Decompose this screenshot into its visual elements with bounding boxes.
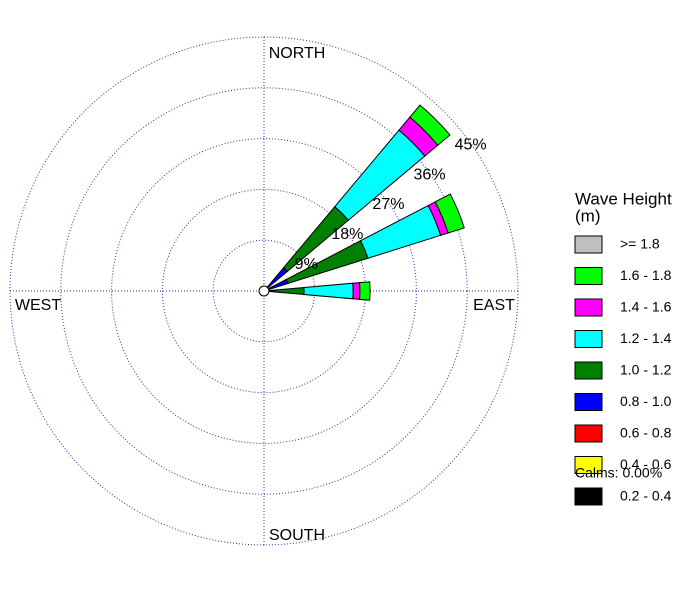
legend-label: 1.2 - 1.4 [620, 330, 672, 346]
legend-label: 0.2 - 0.4 [620, 488, 672, 504]
grid-ring [9, 36, 519, 546]
legend-swatch [574, 456, 603, 474]
center-circle [258, 285, 270, 297]
ring-label: 18% [331, 226, 363, 243]
petal-segment [303, 282, 354, 300]
ring-label: 9% [295, 256, 318, 273]
legend-swatch [574, 267, 603, 285]
legend-swatch [574, 235, 603, 254]
petal-segment [273, 286, 305, 296]
legend-label: 1.0 - 1.2 [620, 362, 672, 378]
legend-title: (m) [575, 206, 600, 225]
legend-swatch [574, 393, 603, 411]
compass-label: NORTH [269, 45, 326, 62]
ring-label: 45% [455, 136, 487, 153]
compass-label: EAST [473, 297, 515, 314]
petal-segment [434, 193, 465, 234]
compass-label: SOUTH [269, 527, 325, 544]
petal-segment [359, 204, 442, 259]
ring-label: 36% [414, 166, 446, 183]
grid-ring [60, 87, 468, 495]
petal-segment [359, 281, 371, 301]
legend-title: Wave Height [575, 189, 672, 208]
legend-swatch [574, 361, 603, 380]
calms-label: Calms: 0.00% [575, 465, 662, 481]
legend-label: 0.8 - 1.0 [620, 393, 672, 409]
compass-label: WEST [15, 297, 61, 314]
legend-label: 1.6 - 1.8 [620, 267, 672, 283]
legend-label: 0.4 - 0.6 [620, 456, 672, 472]
legend-label: 0.6 - 0.8 [620, 425, 672, 441]
legend-label: >= 1.8 [620, 236, 660, 252]
legend-swatch [574, 330, 603, 348]
legend-label: 1.4 - 1.6 [620, 299, 672, 315]
grid-ring [111, 138, 417, 444]
legend-swatch [574, 487, 603, 506]
ring-label: 27% [372, 196, 404, 213]
legend-swatch [574, 424, 603, 443]
petal-segment [352, 282, 361, 300]
legend-swatch [574, 298, 603, 317]
